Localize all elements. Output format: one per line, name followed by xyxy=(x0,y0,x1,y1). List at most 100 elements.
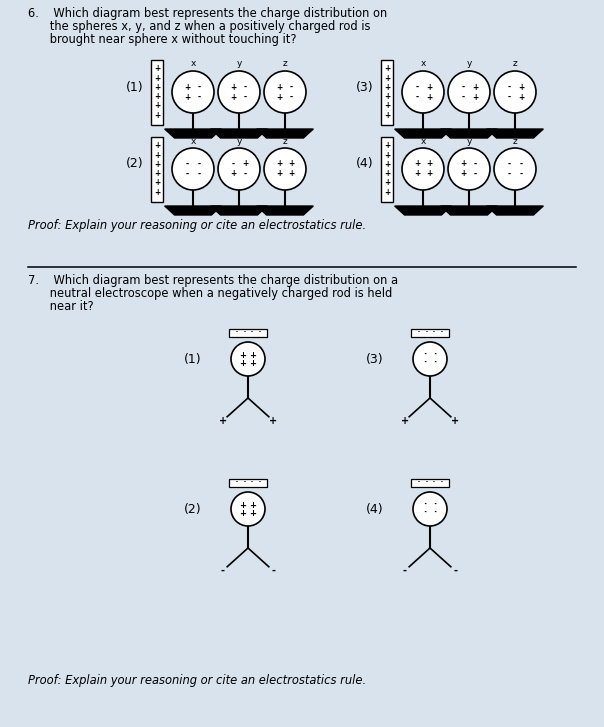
FancyBboxPatch shape xyxy=(381,60,393,124)
Text: ·: · xyxy=(424,476,428,489)
Text: ·: · xyxy=(423,500,426,510)
Text: +: + xyxy=(240,358,246,368)
Text: +: + xyxy=(426,82,432,92)
Text: +: + xyxy=(242,159,248,169)
Text: +: + xyxy=(230,169,236,179)
Text: +: + xyxy=(384,160,390,169)
Polygon shape xyxy=(211,129,268,138)
Text: +: + xyxy=(276,92,282,102)
Text: -: - xyxy=(243,82,246,92)
Text: +: + xyxy=(276,82,282,92)
Text: ·: · xyxy=(439,326,443,340)
FancyBboxPatch shape xyxy=(151,60,163,124)
FancyBboxPatch shape xyxy=(411,479,449,487)
Text: +: + xyxy=(249,508,257,518)
Text: ·: · xyxy=(432,476,436,489)
Text: ·: · xyxy=(242,476,246,489)
FancyBboxPatch shape xyxy=(381,137,393,201)
Text: +: + xyxy=(472,82,478,92)
Text: +: + xyxy=(249,358,257,368)
Polygon shape xyxy=(441,206,497,215)
Text: ·: · xyxy=(234,476,239,489)
Text: +: + xyxy=(426,169,432,179)
Text: +: + xyxy=(154,150,160,159)
Text: z: z xyxy=(513,137,518,145)
Text: -: - xyxy=(519,159,522,169)
Text: +: + xyxy=(426,159,432,169)
Text: +: + xyxy=(230,92,236,102)
Text: +: + xyxy=(154,83,160,92)
Circle shape xyxy=(413,492,447,526)
Circle shape xyxy=(172,71,214,113)
Text: ·: · xyxy=(439,476,443,489)
Text: -: - xyxy=(416,82,419,92)
Text: ·: · xyxy=(424,326,428,340)
FancyBboxPatch shape xyxy=(229,329,267,337)
Text: -: - xyxy=(507,92,510,102)
Circle shape xyxy=(231,492,265,526)
Text: -: - xyxy=(474,159,477,169)
Text: +: + xyxy=(384,150,390,159)
Circle shape xyxy=(218,148,260,190)
Text: ·: · xyxy=(417,476,420,489)
Text: +: + xyxy=(240,508,246,518)
Text: x: x xyxy=(190,137,196,145)
FancyBboxPatch shape xyxy=(229,479,267,487)
Polygon shape xyxy=(487,206,544,215)
Text: +: + xyxy=(154,102,160,111)
Text: -: - xyxy=(198,82,201,92)
Polygon shape xyxy=(165,129,221,138)
Text: x: x xyxy=(190,60,196,68)
Text: ·: · xyxy=(434,500,437,510)
Text: +: + xyxy=(249,500,257,510)
Text: +: + xyxy=(384,178,390,188)
Text: +: + xyxy=(414,159,420,169)
Text: -: - xyxy=(243,92,246,102)
Text: -: - xyxy=(185,169,188,179)
Text: y: y xyxy=(466,137,472,145)
Text: (1): (1) xyxy=(184,353,202,366)
Text: -: - xyxy=(403,566,407,576)
Text: +: + xyxy=(384,141,390,150)
Text: -: - xyxy=(416,92,419,102)
Text: (3): (3) xyxy=(356,81,374,94)
Text: -: - xyxy=(198,159,201,169)
Text: ·: · xyxy=(257,326,262,340)
Text: +: + xyxy=(426,92,432,102)
Text: (4): (4) xyxy=(366,502,384,515)
Polygon shape xyxy=(394,129,451,138)
Circle shape xyxy=(402,148,444,190)
Text: ·: · xyxy=(432,326,436,340)
Text: z: z xyxy=(283,60,288,68)
Text: -: - xyxy=(507,159,510,169)
Text: +: + xyxy=(276,159,282,169)
Circle shape xyxy=(494,148,536,190)
Text: -: - xyxy=(231,159,234,169)
FancyBboxPatch shape xyxy=(151,137,163,201)
Text: +: + xyxy=(414,169,420,179)
Text: +: + xyxy=(384,83,390,92)
Text: +: + xyxy=(154,64,160,73)
Text: +: + xyxy=(219,416,227,426)
Text: +: + xyxy=(154,73,160,83)
Text: +: + xyxy=(460,169,466,179)
Text: (3): (3) xyxy=(366,353,384,366)
Text: y: y xyxy=(236,60,242,68)
Circle shape xyxy=(172,148,214,190)
Text: the spheres x, y, and z when a positively charged rod is: the spheres x, y, and z when a positivel… xyxy=(28,20,370,33)
Text: ·: · xyxy=(434,508,437,518)
Text: -: - xyxy=(198,169,201,179)
Text: +: + xyxy=(154,92,160,101)
Text: +: + xyxy=(384,64,390,73)
Text: +: + xyxy=(154,141,160,150)
Text: ·: · xyxy=(250,476,254,489)
Text: +: + xyxy=(384,188,390,197)
Text: x: x xyxy=(420,137,426,145)
FancyBboxPatch shape xyxy=(411,329,449,337)
Text: +: + xyxy=(518,82,524,92)
Text: +: + xyxy=(154,160,160,169)
Circle shape xyxy=(413,342,447,376)
Text: -: - xyxy=(221,566,225,576)
Text: brought near sphere x without touching it?: brought near sphere x without touching i… xyxy=(28,33,297,46)
Text: +: + xyxy=(288,169,294,179)
